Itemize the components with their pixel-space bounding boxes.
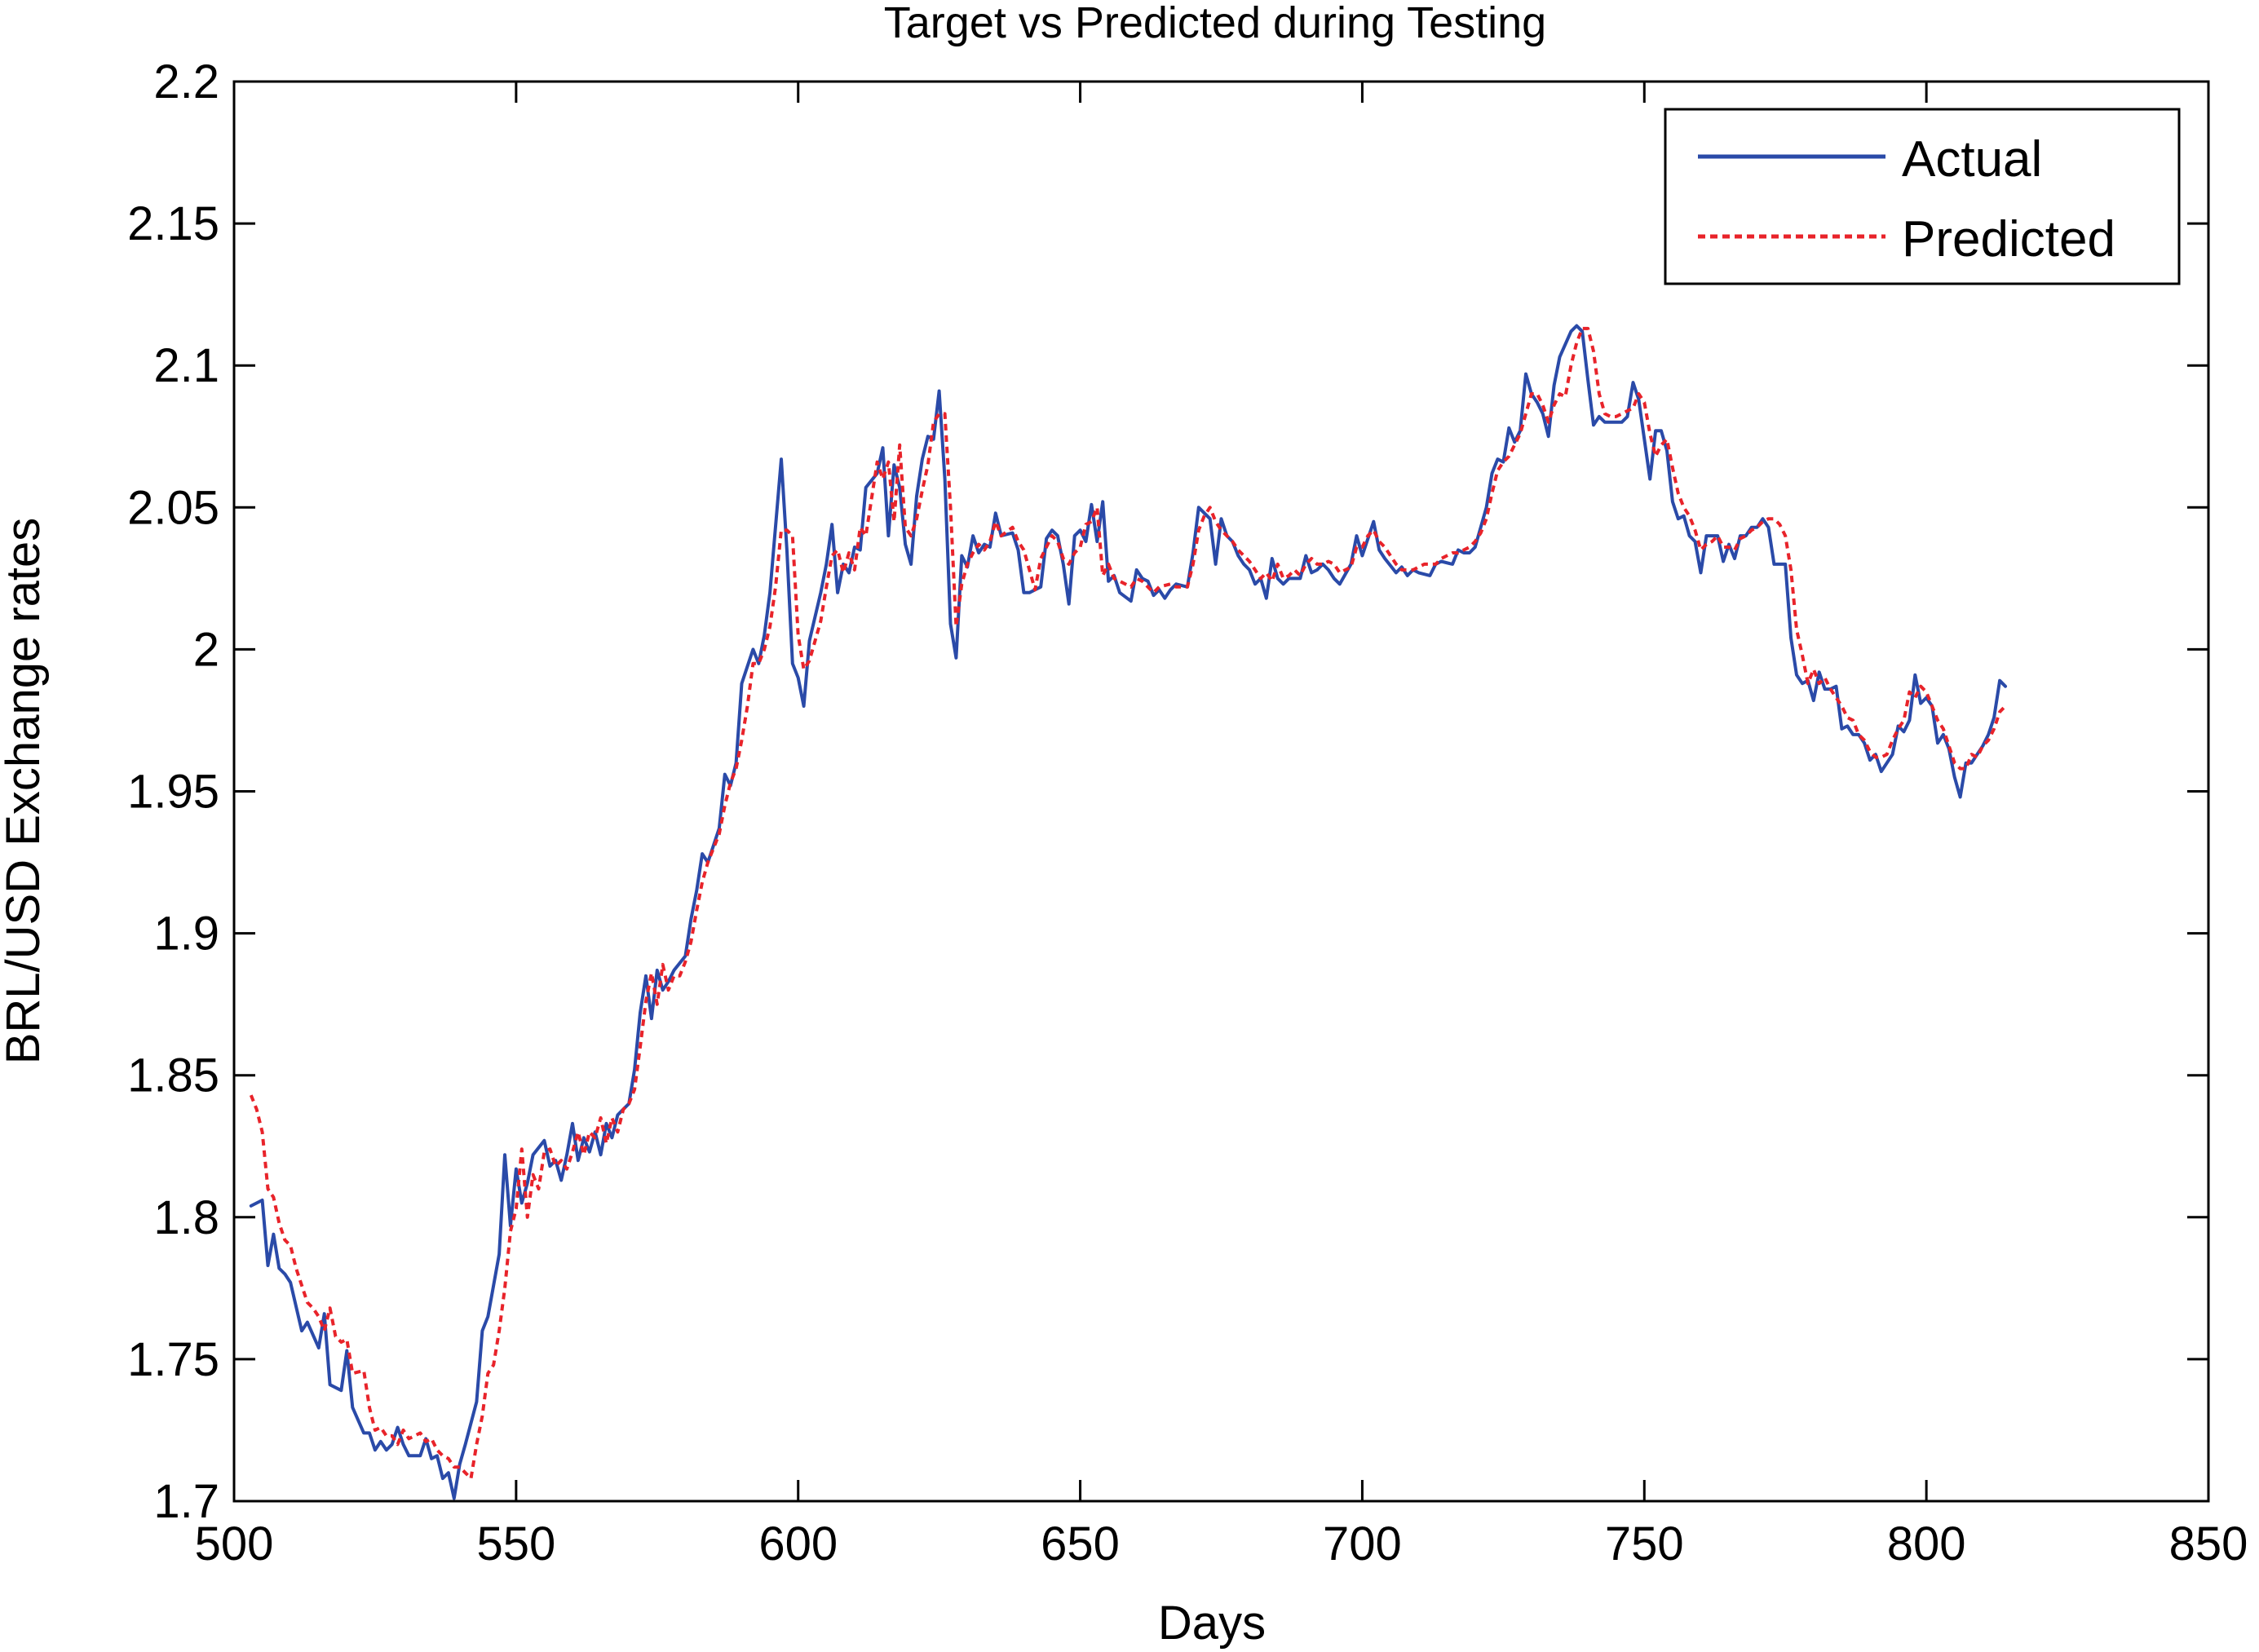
x-tick-label-700: 700 xyxy=(1323,1517,1402,1570)
chart-title: Target vs Predicted during Testing xyxy=(884,0,1546,47)
x-tick-label-500: 500 xyxy=(195,1517,274,1570)
y-tick-label-1.95: 1.95 xyxy=(127,766,219,819)
series-layer xyxy=(249,324,2007,1500)
y-tick-label-1.9: 1.9 xyxy=(153,908,219,961)
x-tick-label-750: 750 xyxy=(1605,1517,1684,1570)
y-tick-label-2.1: 2.1 xyxy=(153,339,219,392)
legend-box xyxy=(1664,108,2181,285)
x-tick-label-800: 800 xyxy=(1887,1517,1966,1570)
x-tick-label-550: 550 xyxy=(476,1517,555,1570)
plot-frame xyxy=(232,80,2210,1503)
x-axis-label: Days xyxy=(1158,1597,1266,1650)
series-line-predicted xyxy=(249,326,2007,1481)
legend-label-predicted: Predicted xyxy=(1902,211,2115,267)
y-tick-label-1.8: 1.8 xyxy=(153,1191,219,1244)
y-tick-label-1.75: 1.75 xyxy=(127,1333,219,1386)
y-tick-label-2: 2 xyxy=(193,623,219,676)
x-tick-labels: 500 550 600 650 700 750 800 850 xyxy=(195,1517,2248,1570)
tick-marks xyxy=(232,80,2210,1503)
y-tick-labels: 1.7 1.75 1.8 1.85 1.9 1.95 2 2.05 2.1 2.15 2.2 xyxy=(127,55,219,1528)
x-tick-label-850: 850 xyxy=(2169,1517,2248,1570)
y-tick-label-2.2: 2.2 xyxy=(153,55,219,108)
plot-area: 500 550 600 650 700 750 800 850 1.71.751.81.851… xyxy=(127,55,2248,1570)
x-tick-label-600: 600 xyxy=(758,1517,838,1570)
y-tick-label-1.7: 1.7 xyxy=(153,1475,219,1528)
legend-label-actual: Actual xyxy=(1902,131,2042,188)
y-tick-label-1.85: 1.85 xyxy=(127,1049,219,1102)
legend: Actual Predicted xyxy=(1664,108,2181,285)
x-tick-label-650: 650 xyxy=(1041,1517,1120,1570)
y-tick-label-2.15: 2.15 xyxy=(127,197,219,250)
y-tick-label-2.05: 2.05 xyxy=(127,481,219,534)
y-axis-label: BRL/USD Exchange rates xyxy=(0,518,50,1065)
